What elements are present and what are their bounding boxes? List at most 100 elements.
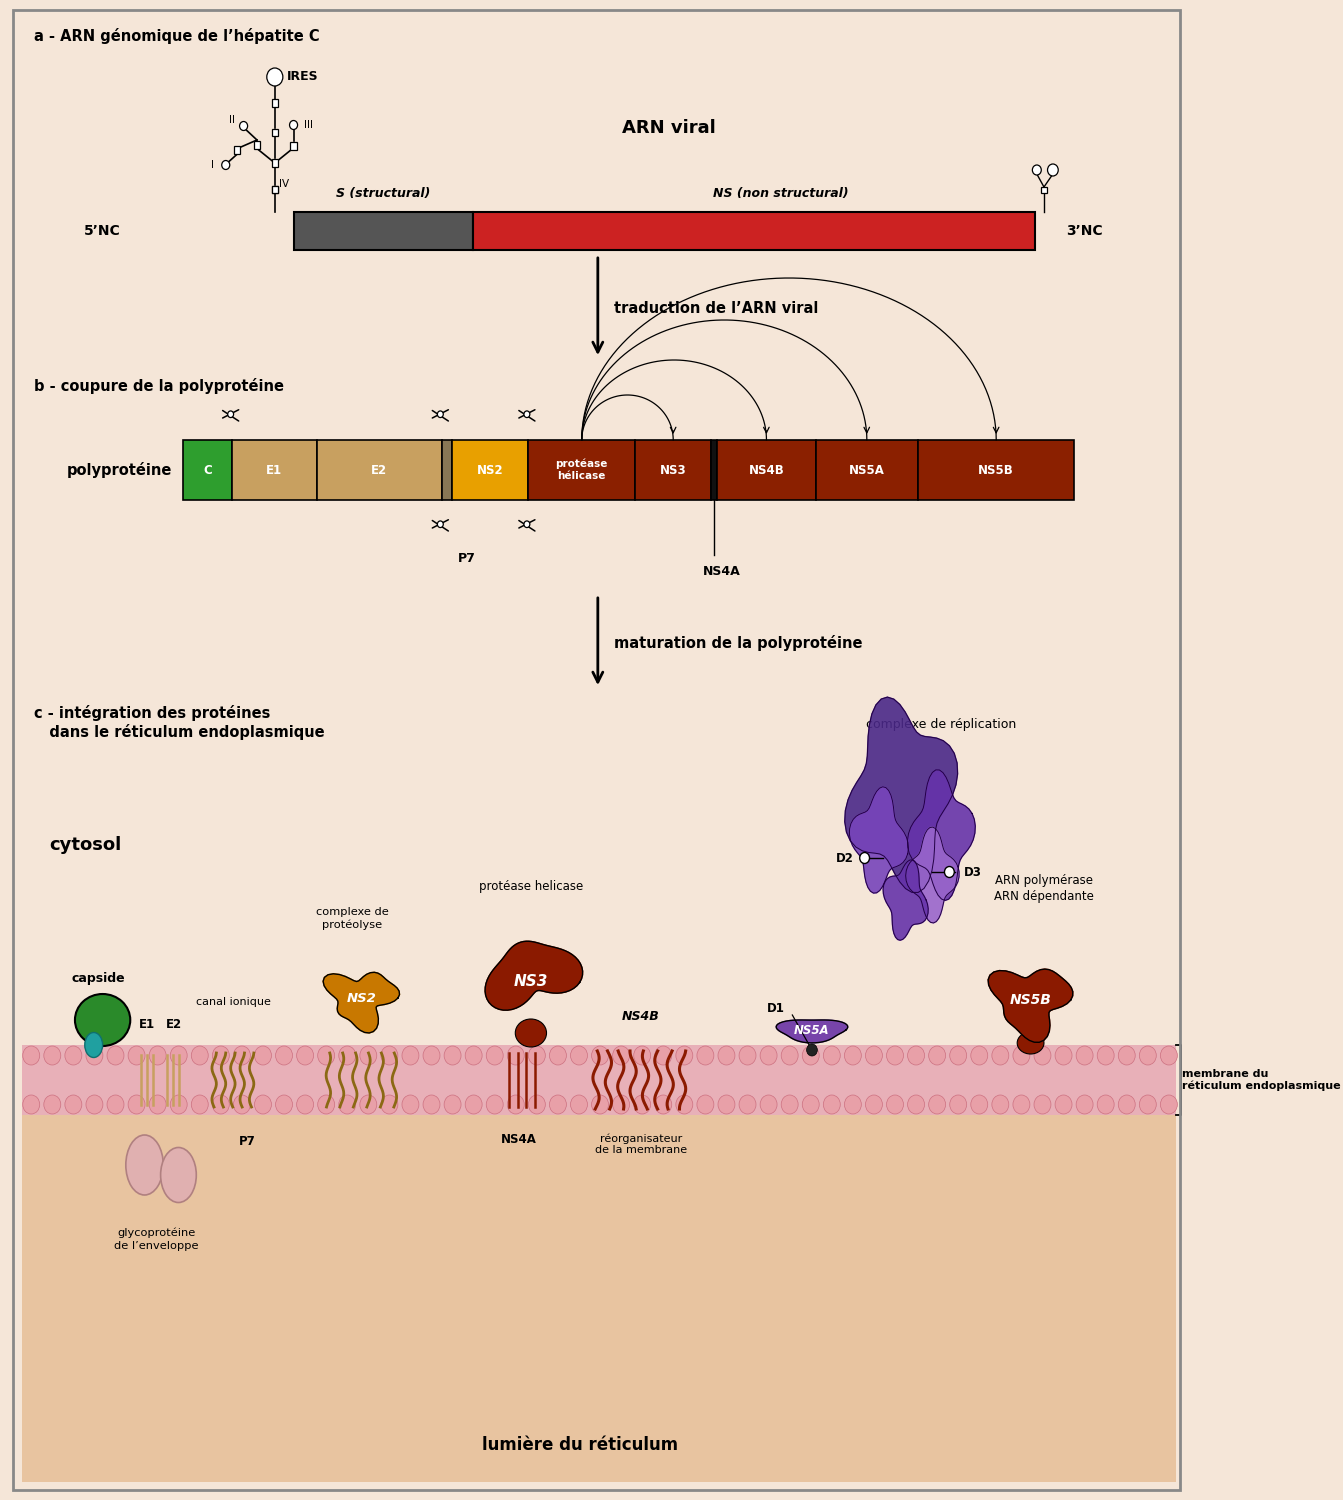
Text: b - coupure de la polyprotéine: b - coupure de la polyprotéine [34, 378, 283, 394]
Bar [23, 1114, 1176, 1482]
Circle shape [886, 1095, 904, 1114]
Circle shape [360, 1046, 377, 1065]
Circle shape [1076, 1095, 1093, 1114]
Circle shape [64, 1095, 82, 1114]
Circle shape [992, 1046, 1009, 1065]
Circle shape [234, 1046, 250, 1065]
Circle shape [719, 1046, 735, 1065]
Polygon shape [845, 698, 958, 892]
Circle shape [528, 1095, 545, 1114]
Circle shape [782, 1095, 798, 1114]
Polygon shape [905, 827, 959, 922]
Circle shape [845, 1046, 861, 1065]
Circle shape [445, 1046, 461, 1065]
Circle shape [992, 1095, 1009, 1114]
Bar [183, 440, 232, 500]
Circle shape [318, 1046, 334, 1065]
Circle shape [802, 1095, 819, 1114]
Text: S (structural): S (structural) [337, 188, 431, 200]
Circle shape [228, 411, 234, 417]
Circle shape [697, 1046, 714, 1065]
Circle shape [865, 1046, 882, 1065]
Circle shape [128, 1046, 145, 1065]
Circle shape [1013, 1046, 1030, 1065]
Circle shape [528, 1046, 545, 1065]
Circle shape [1119, 1095, 1135, 1114]
Text: D2: D2 [837, 852, 854, 864]
Text: NS (non structural): NS (non structural) [713, 188, 849, 200]
Text: complexe de réplication: complexe de réplication [866, 718, 1017, 730]
Text: NS4A: NS4A [501, 1132, 537, 1146]
Circle shape [591, 1095, 608, 1114]
Bar [712, 440, 717, 500]
Circle shape [571, 1095, 587, 1114]
Bar [290, 142, 297, 150]
Bar [234, 147, 240, 153]
Text: traduction de l’ARN viral: traduction de l’ARN viral [614, 302, 818, 316]
Text: complexe de
protéolyse: complexe de protéolyse [316, 908, 389, 930]
Text: NS5A: NS5A [794, 1023, 830, 1036]
Circle shape [739, 1095, 756, 1114]
Circle shape [524, 411, 530, 417]
Circle shape [1033, 165, 1041, 176]
Text: glycoprotéine
de l’enveloppe: glycoprotéine de l’enveloppe [114, 1228, 199, 1251]
Text: NS3: NS3 [659, 464, 686, 477]
Circle shape [297, 1046, 313, 1065]
Circle shape [297, 1095, 313, 1114]
Circle shape [634, 1046, 650, 1065]
Bar [442, 440, 453, 500]
Circle shape [823, 1095, 841, 1114]
Text: ARN viral: ARN viral [622, 118, 716, 136]
Circle shape [171, 1095, 187, 1114]
Bar [815, 440, 919, 500]
Circle shape [1139, 1046, 1156, 1065]
Polygon shape [776, 1020, 847, 1042]
Circle shape [86, 1095, 103, 1114]
Bar [473, 211, 1035, 250]
Circle shape [44, 1095, 60, 1114]
Bar [453, 440, 528, 500]
Bar [271, 129, 278, 136]
Text: IV: IV [279, 178, 289, 189]
Circle shape [1139, 1095, 1156, 1114]
Bar [254, 141, 261, 148]
Bar [232, 440, 317, 500]
Circle shape [719, 1095, 735, 1114]
Circle shape [760, 1095, 778, 1114]
Text: NS4B: NS4B [622, 1010, 659, 1023]
Circle shape [438, 520, 443, 528]
Circle shape [1160, 1095, 1178, 1114]
Circle shape [928, 1095, 945, 1114]
Circle shape [571, 1046, 587, 1065]
Circle shape [23, 1046, 40, 1065]
Circle shape [318, 1095, 334, 1114]
Circle shape [908, 1095, 924, 1114]
Circle shape [950, 1095, 967, 1114]
Circle shape [950, 1046, 967, 1065]
Bar [294, 211, 473, 250]
Bar [271, 99, 278, 106]
Text: protéase helicase: protéase helicase [478, 880, 583, 892]
Circle shape [1034, 1095, 1052, 1114]
Text: NS5B: NS5B [1010, 993, 1052, 1006]
Bar [271, 186, 278, 194]
Circle shape [971, 1095, 987, 1114]
Bar [1041, 188, 1046, 194]
Circle shape [655, 1095, 672, 1114]
Text: E2: E2 [371, 464, 387, 477]
Text: capside: capside [71, 972, 125, 986]
Circle shape [802, 1046, 819, 1065]
Text: NS4A: NS4A [702, 566, 740, 578]
Circle shape [1013, 1095, 1030, 1114]
Bar [271, 159, 278, 166]
Circle shape [760, 1046, 778, 1065]
Text: E1: E1 [266, 464, 282, 477]
Circle shape [524, 520, 530, 528]
Text: P7: P7 [239, 1136, 255, 1148]
Circle shape [212, 1046, 230, 1065]
Circle shape [402, 1095, 419, 1114]
Circle shape [860, 852, 869, 864]
Text: NS2: NS2 [346, 992, 376, 1005]
Circle shape [423, 1046, 441, 1065]
Circle shape [381, 1046, 398, 1065]
